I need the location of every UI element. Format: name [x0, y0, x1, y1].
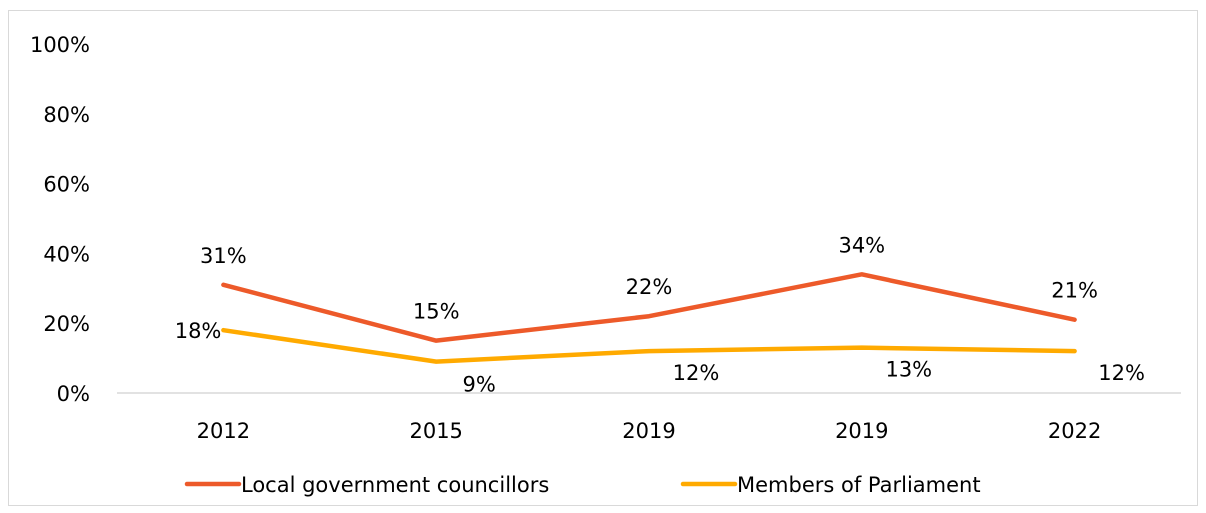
legend-label-members-of-parliament: Members of Parliament	[737, 473, 981, 497]
y-tick-label: 100%	[30, 33, 90, 57]
y-tick-label: 60%	[43, 173, 90, 197]
data-labels: 31% 15% 22% 34% 21% 18% 9% 12% 13% 12%	[175, 233, 1145, 396]
x-tick-label: 2019	[622, 419, 675, 443]
x-tick-label: 2019	[835, 419, 888, 443]
data-label-local-government-councillors: 34%	[838, 233, 885, 257]
chart-frame	[8, 10, 1198, 506]
x-tick-label: 2015	[409, 419, 462, 443]
legend-label-local-government-councillors: Local government councillors	[241, 473, 549, 497]
x-tick-label: 2012	[197, 419, 250, 443]
data-label-local-government-councillors: 21%	[1051, 279, 1098, 303]
x-axis-labels: 2012 2015 2019 2019 2022	[197, 419, 1102, 443]
data-label-local-government-councillors: 15%	[413, 300, 460, 324]
y-axis-labels: 0% 20% 40% 60% 80% 100%	[30, 33, 90, 406]
data-label-members-of-parliament: 18%	[175, 319, 222, 343]
data-label-local-government-councillors: 22%	[626, 275, 673, 299]
series-line-local-government-councillors	[221, 272, 1077, 343]
series-lines	[221, 272, 1077, 364]
legend: Local government councillors Members of P…	[184, 473, 981, 497]
data-label-members-of-parliament: 12%	[673, 361, 720, 385]
y-tick-label: 40%	[43, 242, 90, 266]
data-label-members-of-parliament: 13%	[885, 358, 932, 382]
y-tick-label: 0%	[57, 382, 90, 406]
y-tick-label: 20%	[43, 312, 90, 336]
x-tick-label: 2022	[1048, 419, 1101, 443]
data-label-members-of-parliament: 12%	[1098, 361, 1145, 385]
y-tick-label: 80%	[43, 103, 90, 127]
data-label-members-of-parliament: 9%	[463, 373, 496, 397]
data-label-local-government-councillors: 31%	[200, 244, 247, 268]
series-line-members-of-parliament	[221, 327, 1077, 364]
